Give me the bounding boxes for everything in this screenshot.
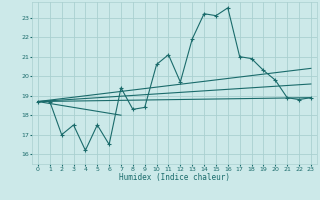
X-axis label: Humidex (Indice chaleur): Humidex (Indice chaleur) xyxy=(119,173,230,182)
